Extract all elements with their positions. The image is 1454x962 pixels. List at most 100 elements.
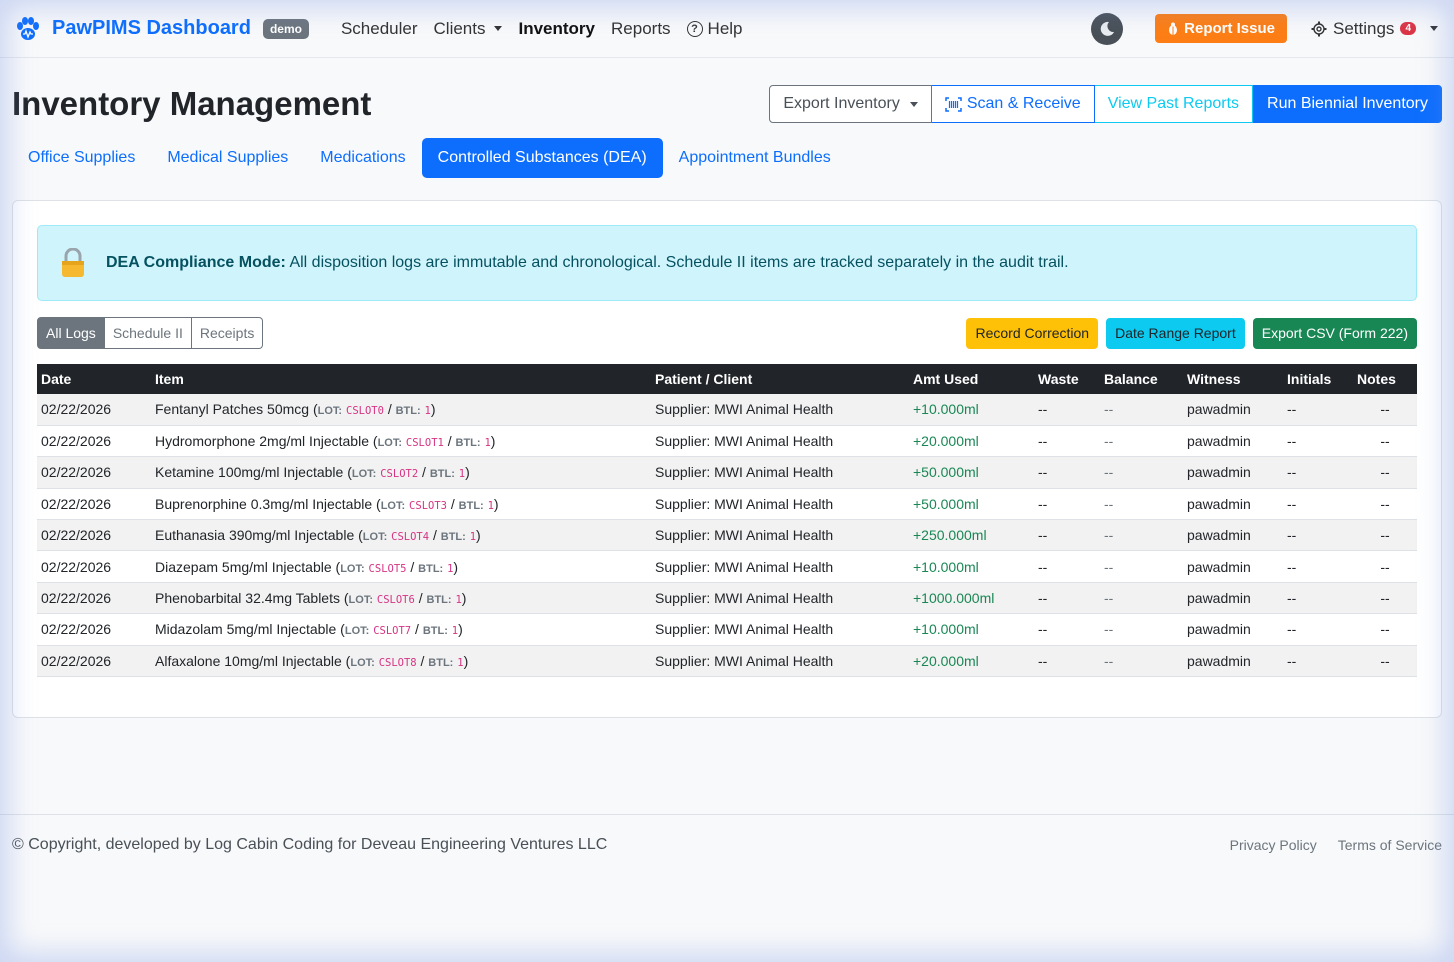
filter-schedule-ii[interactable]: Schedule II bbox=[104, 317, 192, 349]
cell-waste: -- bbox=[1038, 401, 1048, 418]
moon-icon bbox=[1100, 21, 1115, 36]
cell-amt-used: +1000.000ml bbox=[913, 590, 995, 607]
cell-client: Supplier: MWI Animal Health bbox=[655, 621, 834, 638]
cell-notes: -- bbox=[1380, 621, 1390, 638]
btl-code: 1 bbox=[457, 656, 464, 669]
table-row: 02/22/2026 Diazepam 5mg/ml Injectable (LO… bbox=[37, 551, 1417, 583]
cell-client: Supplier: MWI Animal Health bbox=[655, 401, 834, 418]
lot-code: CSLOT4 bbox=[391, 531, 430, 544]
cell-witness: pawadmin bbox=[1187, 652, 1251, 669]
cell-waste: -- bbox=[1038, 433, 1048, 450]
cell-notes: -- bbox=[1380, 590, 1390, 607]
btl-label: BTL: bbox=[458, 499, 484, 512]
cell-witness: pawadmin bbox=[1187, 464, 1251, 481]
cell-client: Supplier: MWI Animal Health bbox=[655, 590, 834, 607]
filter-receipts[interactable]: Receipts bbox=[191, 317, 264, 349]
lot-label: LOT: bbox=[348, 594, 373, 607]
brand-title: PawPIMS Dashboard bbox=[52, 17, 251, 39]
brand[interactable]: PawPIMS Dashboard demo bbox=[12, 13, 309, 45]
col-initials[interactable]: Initials bbox=[1287, 371, 1332, 387]
scan-receive-button[interactable]: Scan & Receive bbox=[931, 85, 1095, 123]
dark-mode-toggle[interactable] bbox=[1091, 12, 1124, 45]
cell-date: 02/22/2026 bbox=[41, 433, 112, 450]
col-balance[interactable]: Balance bbox=[1104, 371, 1158, 387]
item-name: Diazepam 5mg/ml Injectable bbox=[155, 558, 332, 575]
tab-office-supplies[interactable]: Office Supplies bbox=[28, 149, 136, 166]
tab-controlled-substances[interactable]: Controlled Substances (DEA) bbox=[421, 138, 663, 178]
nav-help[interactable]: ? Help bbox=[679, 19, 751, 39]
col-item[interactable]: Item bbox=[155, 371, 184, 387]
cell-initials: -- bbox=[1287, 652, 1297, 669]
terms-of-service-link[interactable]: Terms of Service bbox=[1337, 836, 1442, 853]
cell-witness: pawadmin bbox=[1187, 590, 1251, 607]
alert-title: DEA Compliance Mode: bbox=[106, 254, 286, 271]
col-waste[interactable]: Waste bbox=[1038, 371, 1079, 387]
lot-label: LOT: bbox=[377, 437, 403, 450]
cell-item: Buprenorphine 0.3mg/ml Injectable (LOT: … bbox=[155, 495, 499, 512]
lot-label: LOT: bbox=[340, 562, 365, 575]
settings-dropdown[interactable]: Settings 4 bbox=[1311, 19, 1438, 39]
nav-reports[interactable]: Reports bbox=[603, 19, 679, 39]
col-witness[interactable]: Witness bbox=[1187, 371, 1241, 387]
date-range-report-button[interactable]: Date Range Report bbox=[1106, 317, 1245, 349]
col-patient-client[interactable]: Patient / Client bbox=[655, 371, 753, 387]
btl-code: 1 bbox=[458, 468, 466, 481]
cell-date: 02/22/2026 bbox=[41, 652, 112, 669]
privacy-policy-link[interactable]: Privacy Policy bbox=[1229, 836, 1317, 853]
cell-balance: -- bbox=[1104, 558, 1114, 575]
cell-balance: -- bbox=[1104, 433, 1114, 450]
lot-code: CSLOT5 bbox=[368, 562, 407, 575]
view-past-reports-button[interactable]: View Past Reports bbox=[1094, 85, 1254, 123]
col-amt-used[interactable]: Amt Used bbox=[913, 371, 979, 387]
nav-clients-dropdown[interactable]: Clients bbox=[426, 19, 511, 39]
nav-clients-label: Clients bbox=[433, 18, 486, 38]
cell-witness: pawadmin bbox=[1187, 401, 1251, 418]
table-row: 02/22/2026 Phenobarbital 32.4mg Tablets (… bbox=[37, 582, 1417, 614]
cell-witness: pawadmin bbox=[1187, 558, 1251, 575]
btl-label: BTL: bbox=[426, 594, 452, 607]
col-notes[interactable]: Notes bbox=[1357, 371, 1396, 387]
tab-medications[interactable]: Medications bbox=[320, 149, 406, 166]
col-date[interactable]: Date bbox=[41, 371, 72, 387]
run-biennial-label: Run Biennial Inventory bbox=[1267, 95, 1428, 112]
cell-initials: -- bbox=[1287, 621, 1297, 638]
item-name: Ketamine 100mg/ml Injectable bbox=[155, 464, 344, 481]
cell-date: 02/22/2026 bbox=[41, 558, 112, 575]
cell-amt-used: +250.000ml bbox=[913, 527, 987, 544]
run-biennial-inventory-button[interactable]: Run Biennial Inventory bbox=[1253, 85, 1442, 123]
cell-client: Supplier: MWI Animal Health bbox=[655, 527, 834, 544]
nav-scheduler-label: Scheduler bbox=[340, 18, 418, 38]
alert-message: DEA Compliance Mode: All disposition log… bbox=[106, 254, 1069, 272]
lot-label: LOT: bbox=[362, 531, 388, 544]
cell-item: Diazepam 5mg/ml Injectable (LOT: CSLOT5 … bbox=[155, 558, 459, 575]
export-csv-button[interactable]: Export CSV (Form 222) bbox=[1252, 317, 1417, 349]
item-name: Alfaxalone 10mg/ml Injectable bbox=[155, 652, 342, 669]
table-row: 02/22/2026 Euthanasia 390mg/ml Injectable… bbox=[37, 519, 1417, 551]
cell-initials: -- bbox=[1287, 527, 1297, 544]
nav-help-label: Help bbox=[707, 18, 743, 38]
btl-label: BTL: bbox=[395, 405, 421, 418]
cell-notes: -- bbox=[1380, 652, 1390, 669]
export-inventory-dropdown[interactable]: Export Inventory bbox=[769, 85, 932, 123]
cell-waste: -- bbox=[1038, 464, 1048, 481]
cell-amt-used: +10.000ml bbox=[913, 621, 979, 638]
table-row: 02/22/2026 Buprenorphine 0.3mg/ml Injecta… bbox=[37, 488, 1417, 520]
nav-scheduler[interactable]: Scheduler bbox=[333, 19, 426, 39]
controlled-substances-card: DEA Compliance Mode: All disposition log… bbox=[12, 200, 1442, 718]
report-issue-button[interactable]: Report Issue bbox=[1155, 14, 1287, 43]
chevron-down-icon bbox=[909, 101, 918, 107]
cell-waste: -- bbox=[1038, 652, 1048, 669]
log-toolbar: All Logs Schedule II Receipts Record Cor… bbox=[37, 317, 1417, 349]
cell-notes: -- bbox=[1380, 495, 1390, 512]
table-row: 02/22/2026 Alfaxalone 10mg/ml Injectable … bbox=[37, 645, 1417, 677]
cell-date: 02/22/2026 bbox=[41, 464, 112, 481]
filter-all-logs[interactable]: All Logs bbox=[37, 317, 105, 349]
demo-badge: demo bbox=[262, 18, 309, 39]
nav-inventory[interactable]: Inventory bbox=[510, 19, 603, 39]
tab-appointment-bundles[interactable]: Appointment Bundles bbox=[678, 149, 831, 166]
table-header-row: Date Item Patient / Client Amt Used Wast… bbox=[37, 364, 1417, 394]
tab-medical-supplies[interactable]: Medical Supplies bbox=[167, 149, 289, 166]
lot-label: LOT: bbox=[350, 656, 375, 669]
record-correction-button[interactable]: Record Correction bbox=[966, 317, 1099, 349]
main-nav: Scheduler Clients Inventory Reports ? Hel… bbox=[333, 19, 751, 39]
